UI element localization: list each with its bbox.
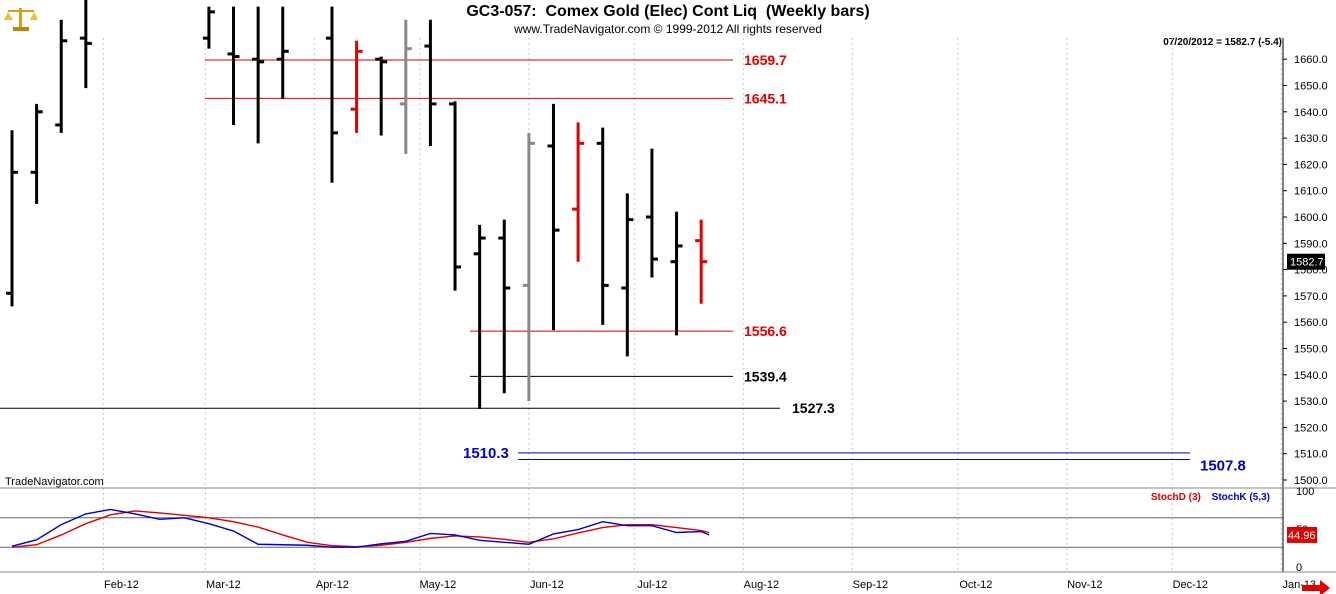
axes: Feb-12 Mar-12 Apr-12 May-12 Jun-12 Jul-12 Aug-… bbox=[0, 38, 1336, 594]
y-tick-label: 1560.0 bbox=[1294, 317, 1328, 329]
level-label: 1659.7 bbox=[744, 52, 787, 68]
x-tick-label: Oct-12 bbox=[959, 579, 992, 591]
x-tick-label: Jul-12 bbox=[637, 579, 667, 591]
support-label: 1507.8 bbox=[1200, 457, 1246, 474]
x-tick-label: Jun-12 bbox=[530, 579, 564, 591]
price-tag-text: 1582.7 bbox=[1290, 257, 1324, 269]
y-tick-label: 1590.0 bbox=[1294, 238, 1328, 250]
level-lines: 1659.7 1645.1 1556.6 1539.4 1527.3 1510.3 1507… bbox=[0, 52, 1246, 474]
level-label: 1527.3 bbox=[792, 400, 835, 416]
level-label: 1645.1 bbox=[744, 90, 787, 106]
x-tick-label: Mar-12 bbox=[206, 579, 241, 591]
x-tick-label: May-12 bbox=[420, 579, 457, 591]
stoch-tag-text: 44.96 bbox=[1288, 530, 1316, 542]
arrow-right-icon bbox=[1302, 580, 1330, 594]
x-tick-label: Aug-12 bbox=[744, 579, 779, 591]
support-label: 1510.3 bbox=[463, 445, 509, 462]
stoch-panel bbox=[0, 508, 1283, 548]
last-price-info: 07/20/2012 = 1582.7 (-5.4) bbox=[1163, 37, 1282, 48]
brand-label: TradeNavigator.com bbox=[5, 476, 104, 488]
grid bbox=[102, 38, 1282, 572]
y-tick-label: 1540.0 bbox=[1294, 370, 1328, 382]
y-tick-label: 1520.0 bbox=[1294, 422, 1328, 434]
stoch-tick-label: 0 bbox=[1296, 562, 1302, 574]
x-tick-label: Nov-12 bbox=[1067, 579, 1102, 591]
y-tick-label: 1510.0 bbox=[1294, 449, 1328, 461]
y-tick-label: 1600.0 bbox=[1294, 212, 1328, 224]
x-tick-label: Feb-12 bbox=[104, 579, 139, 591]
x-tick-label: Dec-12 bbox=[1173, 579, 1208, 591]
level-label: 1556.6 bbox=[744, 323, 787, 339]
stoch-k-legend: StochK (5,3) bbox=[1211, 492, 1270, 503]
y-tick-label: 1640.0 bbox=[1294, 107, 1328, 119]
stoch-tick-label: 100 bbox=[1296, 486, 1314, 498]
stoch-d-line bbox=[11, 510, 710, 548]
y-tick-label: 1660.0 bbox=[1294, 54, 1328, 66]
x-tick-label: Sep-12 bbox=[853, 579, 888, 591]
price-bars bbox=[6, 0, 708, 409]
stoch-d-legend: StochD (3) bbox=[1150, 492, 1201, 503]
y-tick-label: 1530.0 bbox=[1294, 396, 1328, 408]
y-tick-label: 1550.0 bbox=[1294, 344, 1328, 356]
y-tick-label: 1630.0 bbox=[1294, 133, 1328, 145]
y-tick-label: 1570.0 bbox=[1294, 291, 1328, 303]
chart-title: GC3-057: Comex Gold (Elec) Cont Liq (Wee… bbox=[466, 3, 870, 20]
stoch-tag-box bbox=[1287, 526, 1317, 543]
level-label: 1539.4 bbox=[744, 368, 787, 384]
y-tick-label: 1610.0 bbox=[1294, 186, 1328, 198]
y-tick-label: 1500.0 bbox=[1294, 475, 1328, 487]
y-tick-label: 1620.0 bbox=[1294, 159, 1328, 171]
scales-icon bbox=[4, 8, 38, 31]
x-tick-label: Apr-12 bbox=[316, 579, 349, 591]
y-tick-label: 1650.0 bbox=[1294, 81, 1328, 93]
stoch-k-line bbox=[11, 508, 710, 548]
price-tag-box bbox=[1287, 253, 1325, 270]
stoch-legend: StochD (3) StochK (5,3) bbox=[1100, 492, 1270, 503]
copyright-text: www.TradeNavigator.com © 1999-2012 All r… bbox=[514, 22, 822, 36]
